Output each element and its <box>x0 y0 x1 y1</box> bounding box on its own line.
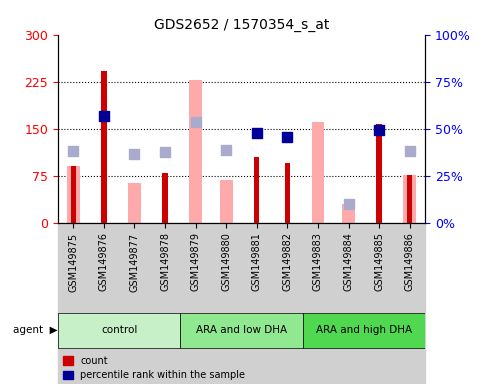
Bar <box>220 180 233 223</box>
Text: ARA and high DHA: ARA and high DHA <box>316 325 412 335</box>
Point <box>130 151 138 157</box>
Bar <box>211 223 242 384</box>
Bar <box>342 204 355 223</box>
Text: control: control <box>101 325 137 335</box>
FancyBboxPatch shape <box>303 313 425 348</box>
Point <box>375 127 383 133</box>
Bar <box>376 124 382 223</box>
Bar <box>128 183 141 223</box>
Title: GDS2652 / 1570354_s_at: GDS2652 / 1570354_s_at <box>154 18 329 32</box>
Bar <box>364 223 395 384</box>
Bar <box>333 223 364 384</box>
Bar <box>71 166 76 223</box>
Bar <box>162 172 168 223</box>
Point <box>406 147 413 154</box>
Bar <box>272 223 303 384</box>
Bar <box>242 223 272 384</box>
FancyBboxPatch shape <box>58 313 180 348</box>
Point <box>161 149 169 155</box>
Point <box>284 134 291 140</box>
Bar <box>407 175 412 223</box>
Point <box>192 119 199 126</box>
Point <box>222 147 230 153</box>
Bar <box>58 223 88 384</box>
Text: agent  ▶: agent ▶ <box>14 325 58 335</box>
Bar <box>312 122 325 223</box>
Point <box>70 147 77 154</box>
FancyBboxPatch shape <box>180 313 303 348</box>
Bar <box>67 166 80 223</box>
Point <box>345 201 353 207</box>
Bar <box>150 223 180 384</box>
Bar <box>403 175 416 223</box>
Bar <box>88 223 119 384</box>
Point <box>100 113 108 119</box>
Legend: count, percentile rank within the sample, value, Detection Call = ABSENT, rank, : count, percentile rank within the sample… <box>63 356 245 384</box>
Bar <box>254 157 259 223</box>
Bar <box>180 223 211 384</box>
Bar <box>119 223 150 384</box>
Bar <box>189 80 202 223</box>
Bar <box>395 223 425 384</box>
Bar <box>303 223 333 384</box>
Point <box>253 130 261 136</box>
Text: ARA and low DHA: ARA and low DHA <box>196 325 287 335</box>
Bar <box>284 163 290 223</box>
Bar <box>101 71 107 223</box>
